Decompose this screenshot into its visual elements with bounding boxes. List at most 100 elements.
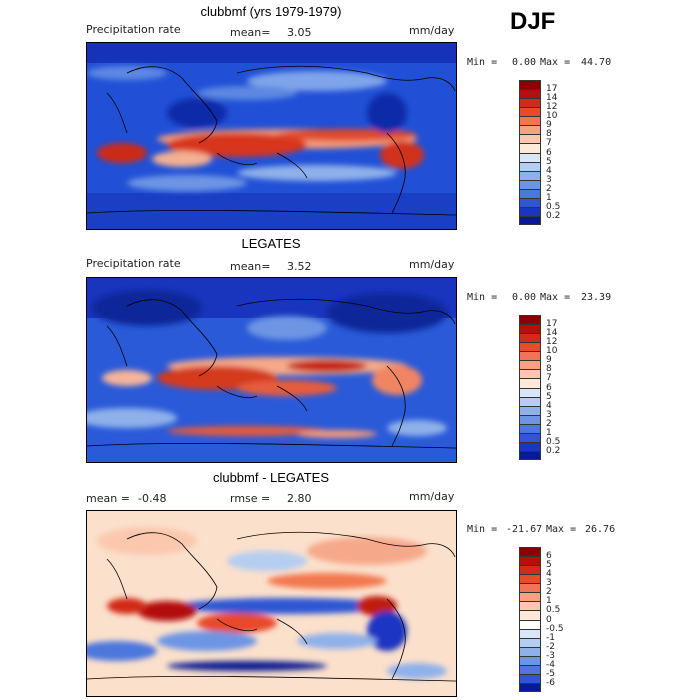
colorbar-tick-label: 6 (546, 147, 552, 158)
panel-2-max-label: Max = (540, 292, 571, 303)
colorbar-tick-label: -2 (546, 641, 555, 652)
colorbar-swatch (519, 206, 541, 216)
colorbar-swatch (519, 450, 541, 460)
colorbar-swatch (519, 89, 541, 99)
colorbar-tick-label: 12 (546, 337, 558, 348)
panel-1-mean-label: mean= (230, 26, 271, 39)
colorbar-tick-label: 12 (546, 102, 558, 113)
panel-2-min-value: 0.00 (512, 292, 537, 303)
panel-3-max-label: Max = (546, 524, 577, 535)
colorbar-tick-label: -6 (546, 677, 555, 688)
colorbar-tick-label: 9 (546, 355, 552, 366)
colorbar-tick-label: 6 (546, 382, 552, 393)
panel-2-max-value: 23.39 (581, 292, 612, 303)
colorbar-tick-label: 0.5 (546, 201, 561, 212)
colorbar-swatch (519, 342, 541, 352)
colorbar-swatch (519, 378, 541, 388)
colorbar-swatch (519, 637, 541, 647)
colorbar-swatch (519, 197, 541, 207)
colorbar-swatch (519, 583, 541, 593)
colorbar-tick-label: 14 (546, 93, 558, 104)
colorbar-swatch (519, 360, 541, 370)
panel-3-units: mm/day (409, 490, 455, 503)
colorbar-swatch (519, 351, 541, 361)
panel-1-colorbar (519, 80, 541, 225)
colorbar-swatch (519, 673, 541, 683)
colorbar-tick-label: 2 (546, 183, 552, 194)
colorbar-swatch (519, 315, 541, 325)
colorbar-swatch (519, 333, 541, 343)
panel-3-min-value: -21.67 (506, 524, 543, 535)
colorbar-tick-label: 0.2 (546, 210, 561, 221)
panel-1-map (86, 42, 457, 230)
colorbar-swatch (519, 369, 541, 379)
colorbar-tick-label: 1 (546, 427, 552, 438)
colorbar-swatch (519, 664, 541, 674)
colorbar-tick-label: 0.2 (546, 445, 561, 456)
colorbar-tick-label: 0.5 (546, 605, 561, 616)
colorbar-swatch (519, 628, 541, 638)
colorbar-swatch (519, 143, 541, 153)
panel-1-title: clubbmf (yrs 1979-1979) (200, 4, 342, 19)
colorbar-swatch (519, 215, 541, 225)
colorbar-swatch (519, 414, 541, 424)
colorbar-swatch (519, 405, 541, 415)
panel-3-colorbar-ticks: 6 5 4 3 2 1 0.5 0 -0.5 -1 -2 -3 -4 -5 -6 (546, 547, 576, 692)
colorbar-swatch (519, 387, 541, 397)
colorbar-tick-label: 1 (546, 596, 552, 607)
panel-3-colorbar (519, 547, 541, 692)
colorbar-tick-label: 10 (546, 111, 558, 122)
colorbar-tick-label: 7 (546, 373, 552, 384)
colorbar-tick-label: 3 (546, 174, 552, 185)
panel-3-title: clubbmf - LEGATES (212, 470, 330, 485)
colorbar-tick-label: 10 (546, 346, 558, 357)
panel-2-units: mm/day (409, 258, 455, 271)
colorbar-swatch (519, 574, 541, 584)
colorbar-swatch (519, 565, 541, 575)
colorbar-tick-label: 8 (546, 364, 552, 375)
colorbar-tick-label: 2 (546, 587, 552, 598)
colorbar-tick-label: 5 (546, 156, 552, 167)
colorbar-swatch (519, 134, 541, 144)
panel-1-map-image (87, 43, 456, 229)
panel-2-map-image (87, 278, 456, 462)
colorbar-tick-label: 5 (546, 560, 552, 571)
panel-3-max-value: 26.76 (585, 524, 616, 535)
panel-1-min-label: Min = (467, 57, 498, 68)
colorbar-tick-label: 6 (546, 551, 552, 562)
panel-3-map (86, 510, 457, 697)
colorbar-swatch (519, 179, 541, 189)
colorbar-tick-label: 17 (546, 84, 558, 95)
colorbar-swatch (519, 655, 541, 665)
colorbar-swatch (519, 423, 541, 433)
colorbar-swatch (519, 80, 541, 90)
panel-2-colorbar (519, 315, 541, 460)
colorbar-tick-label: -3 (546, 650, 555, 661)
panel-2-mean-value: 3.52 (287, 260, 312, 273)
colorbar-swatch (519, 619, 541, 629)
panel-1-mean-value: 3.05 (287, 26, 312, 39)
panel-1-max-value: 44.70 (581, 57, 612, 68)
colorbar-swatch (519, 646, 541, 656)
panel-2-min-label: Min = (467, 292, 498, 303)
panel-2-map (86, 277, 457, 463)
colorbar-swatch (519, 432, 541, 442)
colorbar-tick-label: 9 (546, 120, 552, 131)
colorbar-tick-label: 4 (546, 400, 552, 411)
colorbar-tick-label: 4 (546, 165, 552, 176)
panel-1-variable-label: Precipitation rate (86, 23, 181, 36)
panel-2-colorbar-ticks: 17 14 12 10 9 8 7 6 5 4 3 2 1 0.5 0.2 (546, 315, 576, 460)
colorbar-swatch (519, 601, 541, 611)
colorbar-tick-label: 8 (546, 129, 552, 140)
colorbar-swatch (519, 547, 541, 557)
panel-2-variable-label: Precipitation rate (86, 257, 181, 270)
panel-3-rmse-label: rmse = (230, 492, 271, 505)
season-label: DJF (510, 8, 556, 35)
colorbar-swatch (519, 396, 541, 406)
panel-3-map-image (87, 511, 456, 696)
panel-3-mean-label: mean = (86, 492, 130, 505)
colorbar-tick-label: 3 (546, 578, 552, 589)
colorbar-swatch (519, 610, 541, 620)
colorbar-tick-label: 14 (546, 328, 558, 339)
colorbar-swatch (519, 98, 541, 108)
